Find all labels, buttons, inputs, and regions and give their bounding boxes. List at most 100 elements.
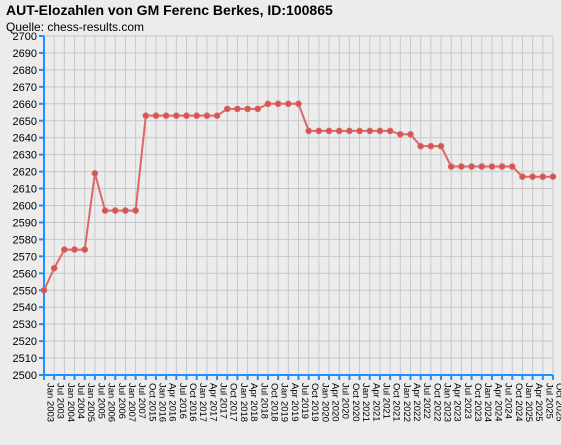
x-tick-label: Jan 2021 (360, 383, 371, 422)
x-tick-label: Jul 2007 (136, 383, 147, 419)
data-point (468, 163, 475, 170)
x-tick-label: Apr 2024 (492, 383, 503, 422)
y-tick-label: 2580 (13, 234, 37, 246)
data-point (295, 100, 302, 108)
data-point (376, 127, 384, 135)
x-tick-label: Oct 2019 (309, 383, 320, 422)
x-tick-label: Jul 2006 (116, 383, 127, 419)
data-point (234, 105, 241, 113)
x-tick-label: Jan 2023 (442, 383, 453, 422)
x-tick-label: Apr 2023 (452, 383, 463, 422)
data-point (346, 127, 353, 135)
x-tick-label: Apr 2021 (370, 383, 381, 422)
x-tick-label: Apr 2016 (167, 383, 178, 422)
x-tick-label: Jul 2019 (299, 383, 310, 419)
x-tick-label: Jul 2022 (421, 383, 432, 419)
x-tick-label: Jan 2020 (319, 383, 330, 422)
x-tick-label: Oct 2018 (268, 383, 279, 422)
y-tick-label: 2570 (13, 251, 37, 263)
x-tick-label: Oct 2016 (187, 383, 198, 422)
data-point (274, 100, 282, 108)
x-tick-label: Jul 2017 (218, 383, 229, 419)
data-point (478, 163, 486, 170)
y-tick-label: 2660 (13, 99, 37, 111)
data-point (244, 105, 251, 113)
x-tick-label: Jan 2018 (238, 383, 249, 422)
data-point (264, 100, 272, 108)
x-tick-label: Oct 2020 (350, 383, 361, 422)
y-tick-label: 2670 (13, 82, 37, 94)
x-tick-label: Jul 2004 (75, 383, 86, 419)
y-tick-label: 2680 (13, 65, 37, 77)
data-point (539, 173, 547, 180)
grid (43, 35, 554, 376)
data-point (132, 207, 139, 214)
y-tick-labels: 2500 2510 2520 2530 2540 2550 2560 2570 2580 2590… (13, 31, 37, 382)
data-point (193, 112, 200, 119)
y-tick-label: 2630 (13, 150, 37, 162)
x-tick-label: Apr 2020 (330, 383, 341, 422)
x-tick-label: Apr 2019 (289, 383, 300, 422)
x-tick-label: Jan 2007 (126, 383, 137, 422)
y-tick-label: 2700 (13, 31, 37, 43)
x-tick-label: Jul 2025 (543, 383, 554, 419)
data-point (529, 173, 536, 180)
x-tick-label: Apr 2025 (533, 383, 544, 422)
data-point (447, 163, 455, 170)
data-point (427, 142, 435, 150)
data-point (142, 112, 150, 119)
data-point (498, 163, 506, 170)
data-point (122, 207, 129, 214)
y-tick-label: 2520 (13, 336, 37, 348)
x-tick-label: Jan 2019 (279, 383, 290, 422)
y-tick-label: 2690 (13, 48, 37, 60)
x-tick-label: Oct 2024 (513, 383, 524, 422)
y-tick-label: 2610 (13, 184, 37, 196)
data-point (458, 163, 465, 170)
data-point (111, 207, 119, 214)
x-tick-label: Jan 2016 (156, 383, 167, 422)
y-tick-label: 2540 (13, 302, 37, 314)
data-point (315, 127, 323, 135)
y-tick-label: 2620 (13, 167, 37, 179)
data-point (335, 127, 343, 135)
axes (39, 35, 554, 380)
data-point (397, 131, 404, 138)
data-point (356, 127, 363, 135)
data-point (508, 163, 516, 170)
x-tick-label: Jul 2024 (503, 383, 514, 419)
x-tick-label: Jan 2022 (401, 383, 412, 422)
x-tick-label: Oct 2023 (472, 383, 483, 422)
x-tick-label: Jan 2005 (85, 383, 96, 422)
x-tick-labels: Jan 2003 Jul 2003 Jan 2004 Jul 2004 Jan 2005… (45, 383, 561, 422)
data-point (285, 100, 292, 108)
x-tick-label: Oct 2017 (228, 383, 239, 422)
y-tick-label: 2530 (13, 319, 37, 331)
x-tick-label: Oct 2021 (391, 383, 402, 422)
x-tick-label: Jul 2018 (258, 383, 269, 419)
data-point (91, 169, 99, 177)
x-tick-label: Jul 2023 (462, 383, 473, 419)
data-point (386, 127, 394, 135)
y-tick-label: 2500 (13, 370, 37, 382)
data-point (61, 246, 68, 253)
x-tick-label: Apr 2022 (411, 383, 422, 422)
x-tick-label: Jul 2020 (340, 383, 351, 419)
series (40, 100, 557, 294)
data-point (152, 112, 160, 119)
chart-subtitle: Quelle: chess-results.com (6, 20, 145, 34)
data-point (325, 127, 333, 135)
x-tick-label: Jan 2006 (106, 383, 117, 422)
data-point (162, 112, 170, 119)
x-tick-label: Jan 2025 (523, 383, 534, 422)
x-tick-label: Oct 2025 (554, 383, 561, 422)
data-point (81, 246, 89, 253)
data-point (417, 142, 424, 150)
data-point (50, 264, 58, 272)
y-tick-label: 2650 (13, 116, 37, 128)
x-tick-label: Oct 2022 (431, 383, 442, 422)
data-point (366, 127, 374, 135)
data-point (549, 173, 557, 180)
y-tick-label: 2640 (13, 133, 37, 145)
